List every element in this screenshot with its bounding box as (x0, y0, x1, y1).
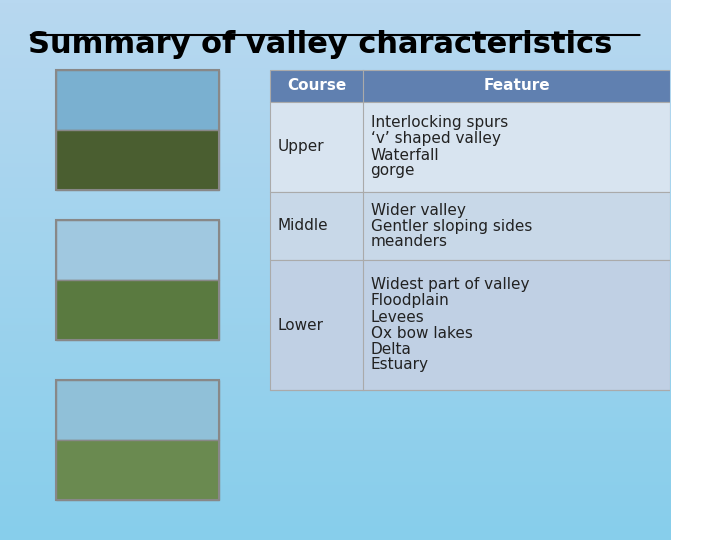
Text: Lower: Lower (277, 318, 323, 333)
Text: Summary of valley characteristics: Summary of valley characteristics (28, 30, 612, 59)
Text: Wider valley: Wider valley (371, 202, 465, 218)
Text: Waterfall: Waterfall (371, 147, 439, 163)
FancyBboxPatch shape (270, 102, 670, 192)
Text: Estuary: Estuary (371, 357, 428, 373)
FancyBboxPatch shape (56, 280, 219, 340)
Text: Levees: Levees (371, 309, 424, 325)
Text: Ox bow lakes: Ox bow lakes (371, 326, 472, 341)
FancyBboxPatch shape (270, 260, 670, 390)
Text: Middle: Middle (277, 219, 328, 233)
Text: Course: Course (287, 78, 346, 93)
FancyBboxPatch shape (270, 192, 670, 260)
FancyBboxPatch shape (56, 380, 219, 440)
FancyBboxPatch shape (56, 220, 219, 280)
FancyBboxPatch shape (56, 440, 219, 500)
Text: Interlocking spurs: Interlocking spurs (371, 116, 508, 131)
Text: Delta: Delta (371, 341, 411, 356)
FancyBboxPatch shape (56, 70, 219, 130)
Text: Feature: Feature (483, 78, 550, 93)
Text: Upper: Upper (277, 139, 324, 154)
Text: meanders: meanders (371, 234, 448, 249)
FancyBboxPatch shape (56, 130, 219, 190)
Text: Floodplain: Floodplain (371, 294, 449, 308)
Text: Gentler sloping sides: Gentler sloping sides (371, 219, 532, 233)
Text: ‘v’ shaped valley: ‘v’ shaped valley (371, 132, 500, 146)
FancyBboxPatch shape (270, 70, 670, 102)
Text: gorge: gorge (371, 164, 415, 179)
Text: Widest part of valley: Widest part of valley (371, 278, 529, 293)
